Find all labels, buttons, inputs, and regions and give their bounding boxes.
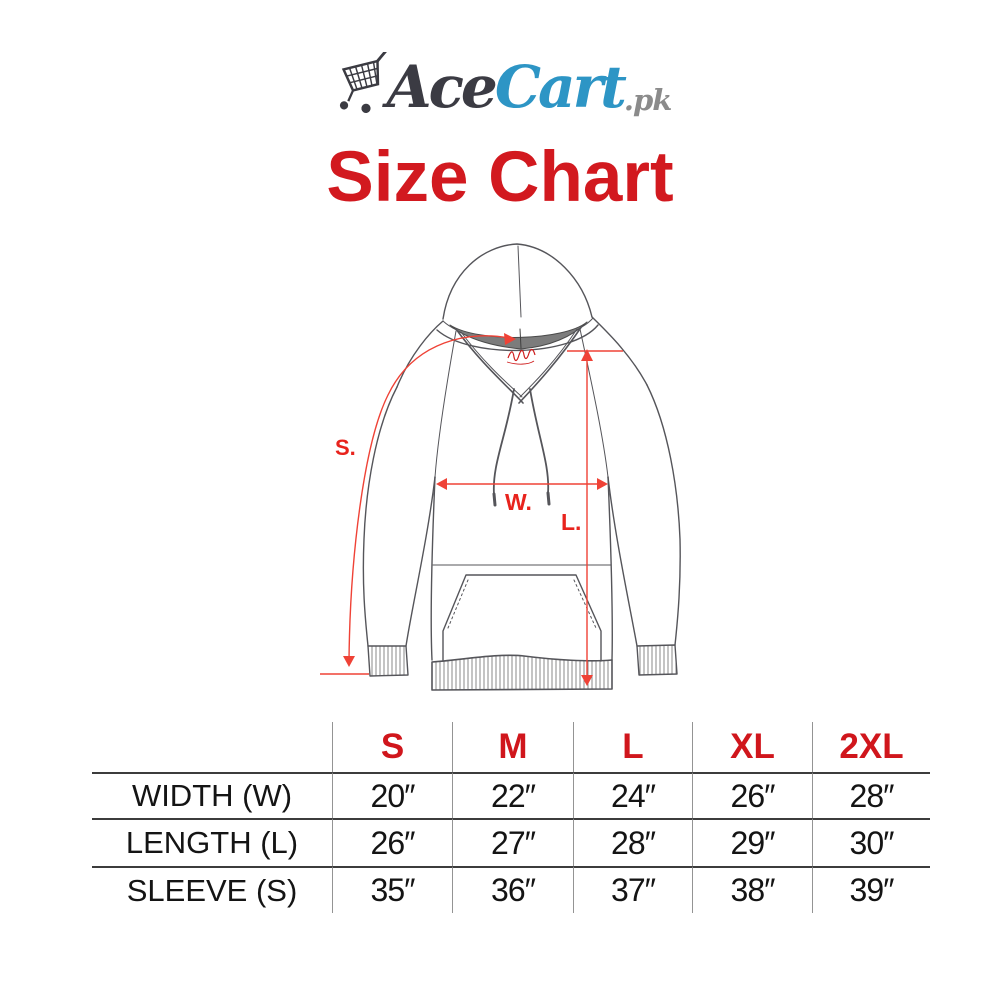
logo: Ace Cart .pk (0, 40, 1000, 120)
row-label-width: WIDTH (W) (92, 772, 332, 818)
logo-text-ace: Ace (386, 53, 498, 121)
hoodie-measurement-diagram: S. W. L. (310, 236, 690, 708)
width-l-value: 24″ (573, 772, 692, 818)
drawstrings (492, 388, 550, 495)
page-title: Size Chart (326, 138, 674, 217)
shopping-cart-icon (339, 52, 388, 113)
left-cuff (367, 645, 409, 677)
column-header-l: L (573, 722, 692, 772)
right-cuff (636, 644, 678, 676)
hoodie-illustration: S. W. L. (320, 243, 681, 691)
row-label-sleeve: SLEEVE (S) (92, 866, 332, 913)
length-2xl-value: 30″ (812, 818, 930, 866)
table-corner-cell (92, 722, 332, 772)
hoodie-outline (362, 243, 681, 691)
length-measure-label: L. (561, 509, 581, 535)
kangaroo-pocket (442, 574, 602, 662)
measurement-annotations (320, 333, 623, 686)
sleeve-2xl-value: 39″ (812, 866, 930, 913)
length-l-value: 28″ (573, 818, 692, 866)
hem-band (431, 654, 613, 691)
width-measure-label: W. (505, 489, 532, 515)
row-label-length: LENGTH (L) (92, 818, 332, 866)
width-s-value: 20″ (332, 772, 452, 818)
width-m-value: 22″ (452, 772, 573, 818)
width-xl-value: 26″ (692, 772, 812, 818)
sleeve-xl-value: 38″ (692, 866, 812, 913)
sleeve-m-value: 36″ (452, 866, 573, 913)
length-s-value: 26″ (332, 818, 452, 866)
width-2xl-value: 28″ (812, 772, 930, 818)
column-header-m: M (452, 722, 573, 772)
length-xl-value: 29″ (692, 818, 812, 866)
logo-text-suffix: .pk (623, 83, 672, 117)
sleeve-measure-label: S. (335, 435, 356, 460)
logo-text-cart: Cart (494, 53, 627, 121)
red-script-brand-tag-icon (506, 348, 536, 365)
column-header-2xl: 2XL (812, 722, 930, 772)
sleeve-s-value: 35″ (332, 866, 452, 913)
sleeve-l-value: 37″ (573, 866, 692, 913)
column-header-s: S (332, 722, 452, 772)
column-header-xl: XL (692, 722, 812, 772)
size-table: S M L XL 2XL WIDTH (W) 20″ 22″ 24″ 26″ 2… (92, 722, 930, 913)
sleeve-measure-line (348, 335, 515, 662)
length-m-value: 27″ (452, 818, 573, 866)
